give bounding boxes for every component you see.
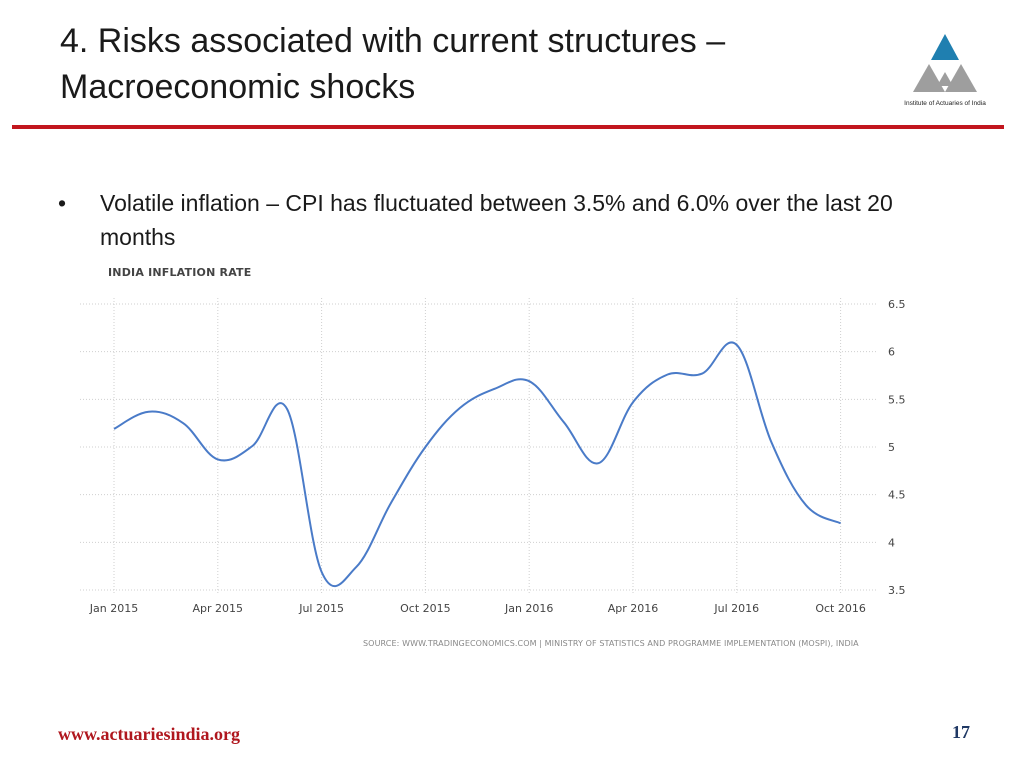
institute-logo — [913, 34, 977, 92]
x-tick-label: Oct 2015 — [400, 602, 451, 615]
y-tick-label: 5.5 — [888, 393, 906, 406]
bullet-symbol: • — [58, 190, 67, 216]
footer-website-link[interactable]: www.actuariesindia.org — [58, 724, 240, 744]
logo-right-triangle — [945, 64, 977, 92]
x-tick-label: Jul 2016 — [713, 602, 759, 615]
bullet-text: Volatile inflation – CPI has fluctuated … — [100, 190, 893, 250]
y-tick-label: 4 — [888, 536, 895, 549]
y-tick-label: 6.5 — [888, 298, 906, 311]
logo-center-triangle — [937, 72, 953, 86]
x-tick-label: Apr 2016 — [608, 602, 659, 615]
title-divider — [12, 125, 1004, 129]
chart-source: SOURCE: WWW.TRADINGECONOMICS.COM | MINIS… — [363, 639, 859, 648]
chart-title: INDIA INFLATION RATE — [108, 266, 252, 279]
chart-grid — [80, 298, 878, 594]
x-tick-label: Jan 2016 — [504, 602, 553, 615]
x-tick-label: Apr 2015 — [193, 602, 244, 615]
y-tick-label: 6 — [888, 346, 895, 359]
page-number: 17 — [952, 722, 970, 742]
slide-title: 4. Risks associated with current structu… — [60, 18, 880, 110]
x-axis-ticks: Jan 2015 Apr 2015 Jul 2015 Oct 2015 Jan 2016… — [89, 602, 866, 615]
inflation-line-chart: 6.5 6 5.5 5 4.5 4 3.5 Jan 2015 Apr 2015 Jul 2015… — [80, 298, 906, 615]
logo-caption: Institute of Actuaries of India — [904, 100, 986, 107]
y-tick-label: 5 — [888, 441, 895, 454]
logo-left-triangle — [913, 64, 945, 92]
x-tick-label: Jan 2015 — [89, 602, 138, 615]
slide-title-line-1: 4. Risks associated with current structu… — [60, 22, 726, 60]
slide-title-line-2: Macroeconomic shocks — [60, 68, 416, 106]
inflation-series-line — [113, 341, 842, 588]
y-tick-label: 3.5 — [888, 584, 906, 597]
logo-top-triangle — [931, 34, 959, 60]
x-tick-label: Jul 2015 — [298, 602, 344, 615]
x-tick-label: Oct 2016 — [815, 602, 866, 615]
y-axis-ticks: 6.5 6 5.5 5 4.5 4 3.5 — [888, 298, 906, 597]
y-tick-label: 4.5 — [888, 489, 906, 502]
